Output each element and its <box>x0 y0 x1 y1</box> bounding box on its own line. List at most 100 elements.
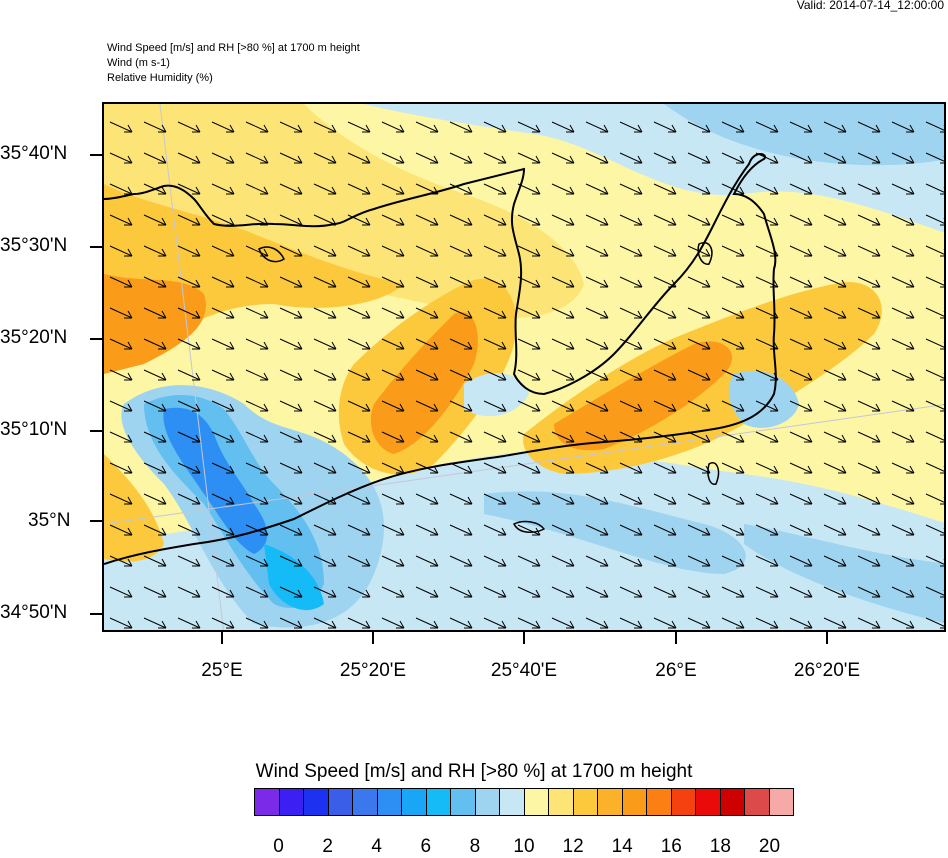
wind-arrow <box>211 462 235 474</box>
colorbar-label: 18 <box>709 836 731 857</box>
wind-arrow <box>551 276 575 288</box>
lat-tick <box>90 520 102 522</box>
wind-arrow <box>755 369 779 381</box>
wind-arrow <box>313 462 337 474</box>
wind-arrow <box>245 462 269 474</box>
wind-arrow <box>245 369 269 381</box>
wind-arrow <box>313 493 337 505</box>
very-low-wind <box>264 544 324 611</box>
wind-arrow <box>211 245 235 257</box>
wind-arrow <box>619 555 643 567</box>
wind-arrow <box>109 152 133 164</box>
colorbar-label: 14 <box>611 836 633 857</box>
wind-arrow <box>415 586 439 598</box>
colorbar-swatch <box>524 789 549 815</box>
low-wind-core <box>744 524 944 624</box>
wind-arrow <box>789 555 813 567</box>
lon-tick <box>372 632 374 644</box>
wind-arrow <box>347 431 371 443</box>
colorbar-swatch <box>255 789 280 815</box>
wind-arrow <box>347 307 371 319</box>
wind-arrow <box>653 276 677 288</box>
wind-arrow <box>925 369 944 381</box>
colorbar-swatch <box>500 789 525 815</box>
wind-arrow <box>755 524 779 536</box>
wind-arrow <box>415 555 439 567</box>
wind-arrow <box>415 214 439 226</box>
wind-arrow <box>721 152 745 164</box>
wind-arrow <box>755 183 779 195</box>
colorbar-label: 20 <box>758 836 781 857</box>
wind-arrow <box>823 214 847 226</box>
wind-arrow <box>789 586 813 598</box>
high-wind-core <box>554 341 733 451</box>
wind-arrow <box>891 152 915 164</box>
wind-arrow <box>177 152 201 164</box>
wind-arrow <box>313 524 337 536</box>
wind-arrow <box>381 524 405 536</box>
wind-arrow <box>891 617 915 629</box>
low-wind-core <box>664 104 944 166</box>
colorbar-label: 4 <box>371 836 383 857</box>
wind-arrow <box>177 555 201 567</box>
wind-arrow <box>891 307 915 319</box>
lat-label-35: 35°N <box>28 510 71 531</box>
lat-tick <box>90 338 102 340</box>
wind-arrow <box>177 369 201 381</box>
wind-arrow <box>925 462 944 474</box>
wind-arrow <box>279 462 303 474</box>
wind-arrow <box>789 524 813 536</box>
wind-arrow <box>925 338 944 350</box>
wind-arrow <box>687 617 711 629</box>
wind-arrow <box>551 524 575 536</box>
wind-arrow <box>619 183 643 195</box>
wind-arrow <box>279 307 303 319</box>
wind-arrow <box>857 431 881 443</box>
lat-label-34-50: 34°50'N <box>0 602 68 623</box>
wind-arrow <box>313 214 337 226</box>
wind-arrow <box>721 338 745 350</box>
wind-arrow <box>347 152 371 164</box>
wind-arrow <box>381 431 405 443</box>
wind-arrow <box>109 276 133 288</box>
wind-arrow <box>857 307 881 319</box>
wind-arrow <box>687 183 711 195</box>
wind-arrow <box>245 307 269 319</box>
wind-arrow <box>619 462 643 474</box>
colorbar-title: Wind Speed [m/s] and RH [>80 %] at 1700 … <box>255 761 693 782</box>
wind-arrow <box>177 586 201 598</box>
wind-arrow <box>109 555 133 567</box>
lat-label-35-30: 35°30'N <box>0 235 68 256</box>
colorbar-swatch <box>549 789 574 815</box>
wind-arrow <box>619 152 643 164</box>
wind-arrow <box>653 152 677 164</box>
wind-arrow <box>585 276 609 288</box>
wind-arrow <box>517 338 541 350</box>
wind-arrow <box>823 121 847 133</box>
wind-arrow <box>755 586 779 598</box>
wind-arrow <box>619 431 643 443</box>
wind-arrow <box>653 214 677 226</box>
wind-arrow <box>721 214 745 226</box>
colorbar <box>254 788 794 816</box>
wind-arrow <box>449 400 473 412</box>
wind-arrow <box>245 493 269 505</box>
wind-arrow <box>551 586 575 598</box>
wind-arrow <box>177 400 201 412</box>
wind-arrow <box>891 586 915 598</box>
colorbar-swatch <box>573 789 598 815</box>
wind-arrow <box>177 431 201 443</box>
wind-arrow <box>721 307 745 319</box>
wind-arrow <box>279 183 303 195</box>
wind-arrow <box>619 524 643 536</box>
wind-arrow <box>687 121 711 133</box>
wind-arrow <box>585 245 609 257</box>
wind-arrow <box>211 214 235 226</box>
wind-arrow <box>347 245 371 257</box>
wind-arrow <box>143 152 167 164</box>
wind-arrow <box>789 214 813 226</box>
wind-arrow <box>517 183 541 195</box>
wind-arrow <box>925 307 944 319</box>
wind-arrow <box>449 152 473 164</box>
wind-arrow <box>143 245 167 257</box>
